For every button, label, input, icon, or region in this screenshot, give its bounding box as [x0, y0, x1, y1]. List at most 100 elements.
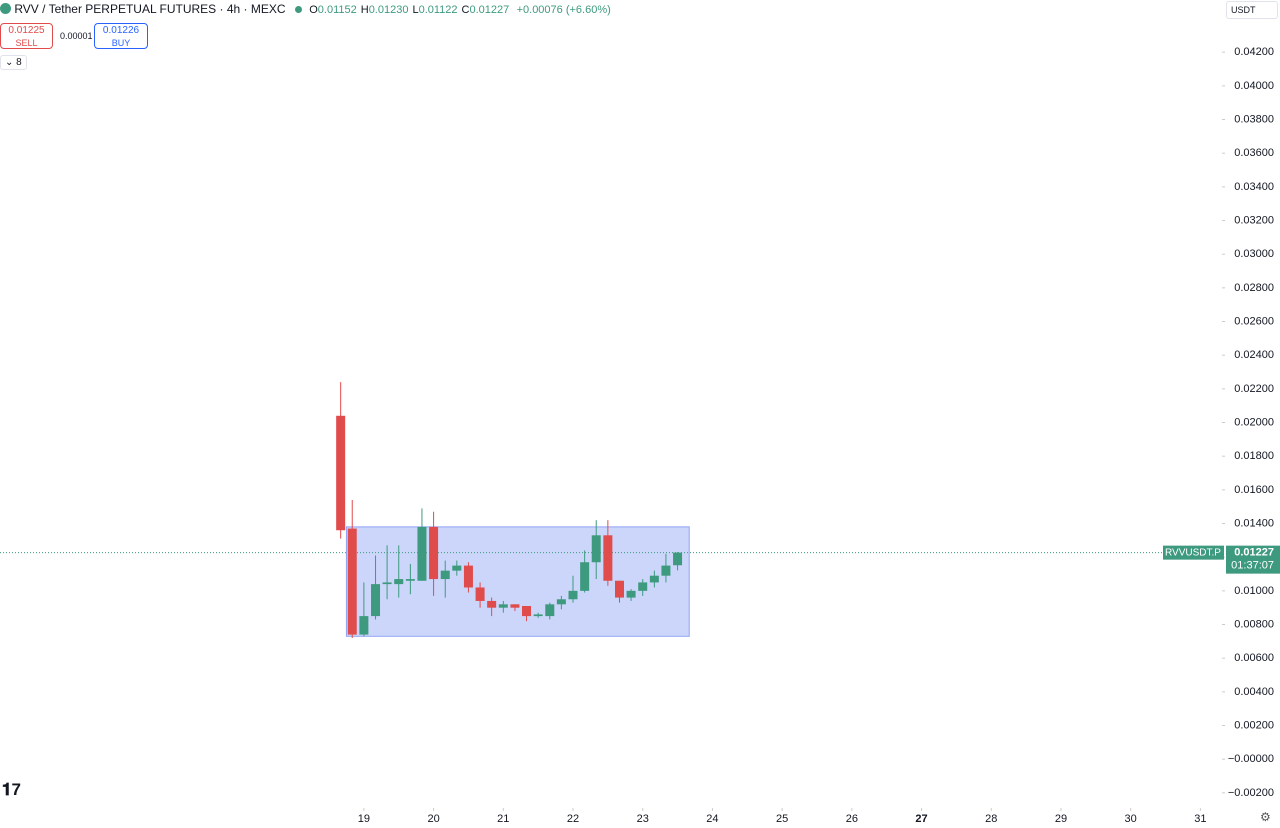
ohlc: O0.01152 H0.01230 L0.01122 C0.01227 — [309, 4, 513, 16]
settings-icon[interactable]: ⚙ — [1260, 810, 1271, 824]
ohlc-label: C — [461, 4, 470, 16]
candle-body — [405, 579, 415, 581]
x-tick-label: 30 — [1125, 813, 1137, 825]
ohlc-value: 0.01227 — [469, 4, 510, 16]
ohlc-label: L — [412, 4, 419, 16]
candle — [452, 560, 462, 576]
candle-body — [452, 565, 462, 571]
candle — [510, 604, 520, 612]
buy-price: 0.01226 — [102, 25, 140, 36]
symbol-icon — [0, 3, 11, 14]
candle-body — [568, 590, 578, 600]
ohlc-label: O — [309, 4, 318, 16]
y-tick-label: 0.00800 — [1234, 618, 1274, 630]
countdown: 01:37:07 — [1231, 560, 1274, 572]
x-tick-label: 21 — [497, 813, 509, 825]
candle — [417, 508, 427, 581]
x-tick-label: 19 — [358, 813, 370, 825]
y-tick-label: −0.00000 — [1228, 753, 1274, 765]
candle — [463, 562, 473, 593]
candle-body — [417, 526, 427, 581]
spread: 0.00001 — [60, 31, 93, 41]
buy-label: BUY — [111, 38, 131, 48]
sell-button[interactable]: 0.01225 SELL — [0, 23, 53, 49]
candle-body — [394, 579, 404, 585]
candle — [522, 606, 532, 622]
candle-body — [371, 584, 381, 617]
candle-body — [603, 535, 613, 581]
y-tick-label: 0.03400 — [1234, 181, 1274, 193]
x-tick-label: 28 — [985, 813, 997, 825]
candle — [545, 602, 555, 620]
candle — [638, 579, 648, 596]
candle — [359, 582, 369, 637]
candle-body — [510, 604, 520, 608]
candle — [394, 545, 404, 598]
ohlc-value: 0.01152 — [317, 4, 357, 16]
y-tick-label: 0.02400 — [1234, 349, 1274, 361]
candle-body — [487, 600, 497, 608]
y-tick-label: 0.03000 — [1234, 248, 1274, 260]
ohlc-value: 0.01122 — [418, 4, 458, 16]
sell-label: SELL — [15, 38, 38, 48]
candle-body — [475, 587, 485, 601]
tv-logo[interactable]: 𝟏7 — [2, 780, 21, 799]
y-tick-label: 0.01600 — [1234, 484, 1274, 496]
candle-body — [429, 526, 439, 580]
candle-body — [533, 614, 543, 617]
candle-body — [382, 582, 392, 585]
candle — [626, 589, 636, 601]
candle-body — [359, 616, 369, 635]
x-tick-label: 26 — [846, 813, 858, 825]
x-tick-label: 27 — [915, 813, 927, 825]
candle — [661, 553, 671, 583]
ohlc-label: H — [360, 4, 369, 16]
x-tick-label: 31 — [1194, 813, 1206, 825]
candle-body — [580, 562, 590, 591]
y-tick-label: 0.02600 — [1234, 315, 1274, 327]
candle-body — [673, 552, 683, 566]
x-tick-label: 20 — [427, 813, 439, 825]
y-tick-label: 0.02000 — [1234, 416, 1274, 428]
candle — [429, 511, 439, 596]
symbol-title[interactable]: RVV / Tether PERPETUAL FUTURES · 4h · ME… — [14, 2, 286, 16]
y-tick-label: 0.03800 — [1234, 113, 1274, 125]
candle — [533, 612, 543, 618]
candle-body — [626, 590, 636, 598]
candle-body — [661, 565, 671, 576]
candle — [673, 552, 683, 571]
candle — [475, 582, 485, 608]
buy-button[interactable]: 0.01226 BUY — [94, 23, 148, 49]
candle — [382, 545, 392, 600]
candle-body — [638, 582, 648, 591]
change: +0.00076 (+6.60%) — [516, 4, 611, 16]
candle-body — [615, 580, 625, 598]
y-tick-label: 0.02200 — [1234, 383, 1274, 395]
candle-body — [336, 415, 346, 531]
y-tick-label: 0.04200 — [1234, 46, 1274, 58]
candle-body — [556, 599, 566, 605]
y-tick-label: 0.01800 — [1234, 450, 1274, 462]
candle — [568, 575, 578, 603]
candle — [371, 555, 381, 620]
y-tick-label: 0.00200 — [1234, 719, 1274, 731]
candle-body — [522, 606, 532, 617]
currency-select[interactable]: USDT — [1226, 1, 1278, 19]
candle — [580, 550, 590, 593]
x-tick-label: 23 — [637, 813, 649, 825]
candle — [591, 520, 601, 580]
indicators-toggle[interactable]: ⌄ 8 — [0, 55, 27, 70]
x-tick-label: 29 — [1055, 813, 1067, 825]
price-tag-label: 0.01227 — [1234, 547, 1274, 559]
y-tick-label: 0.01000 — [1234, 585, 1274, 597]
candle — [440, 560, 450, 598]
y-tick-label: 0.03200 — [1234, 214, 1274, 226]
x-tick-label: 24 — [706, 813, 718, 825]
x-tick-label: 25 — [776, 813, 788, 825]
x-tick-label: 22 — [567, 813, 579, 825]
indicator-count: 8 — [16, 57, 22, 68]
y-tick-label: 0.00400 — [1234, 686, 1274, 698]
y-tick-label: 0.03600 — [1234, 147, 1274, 159]
